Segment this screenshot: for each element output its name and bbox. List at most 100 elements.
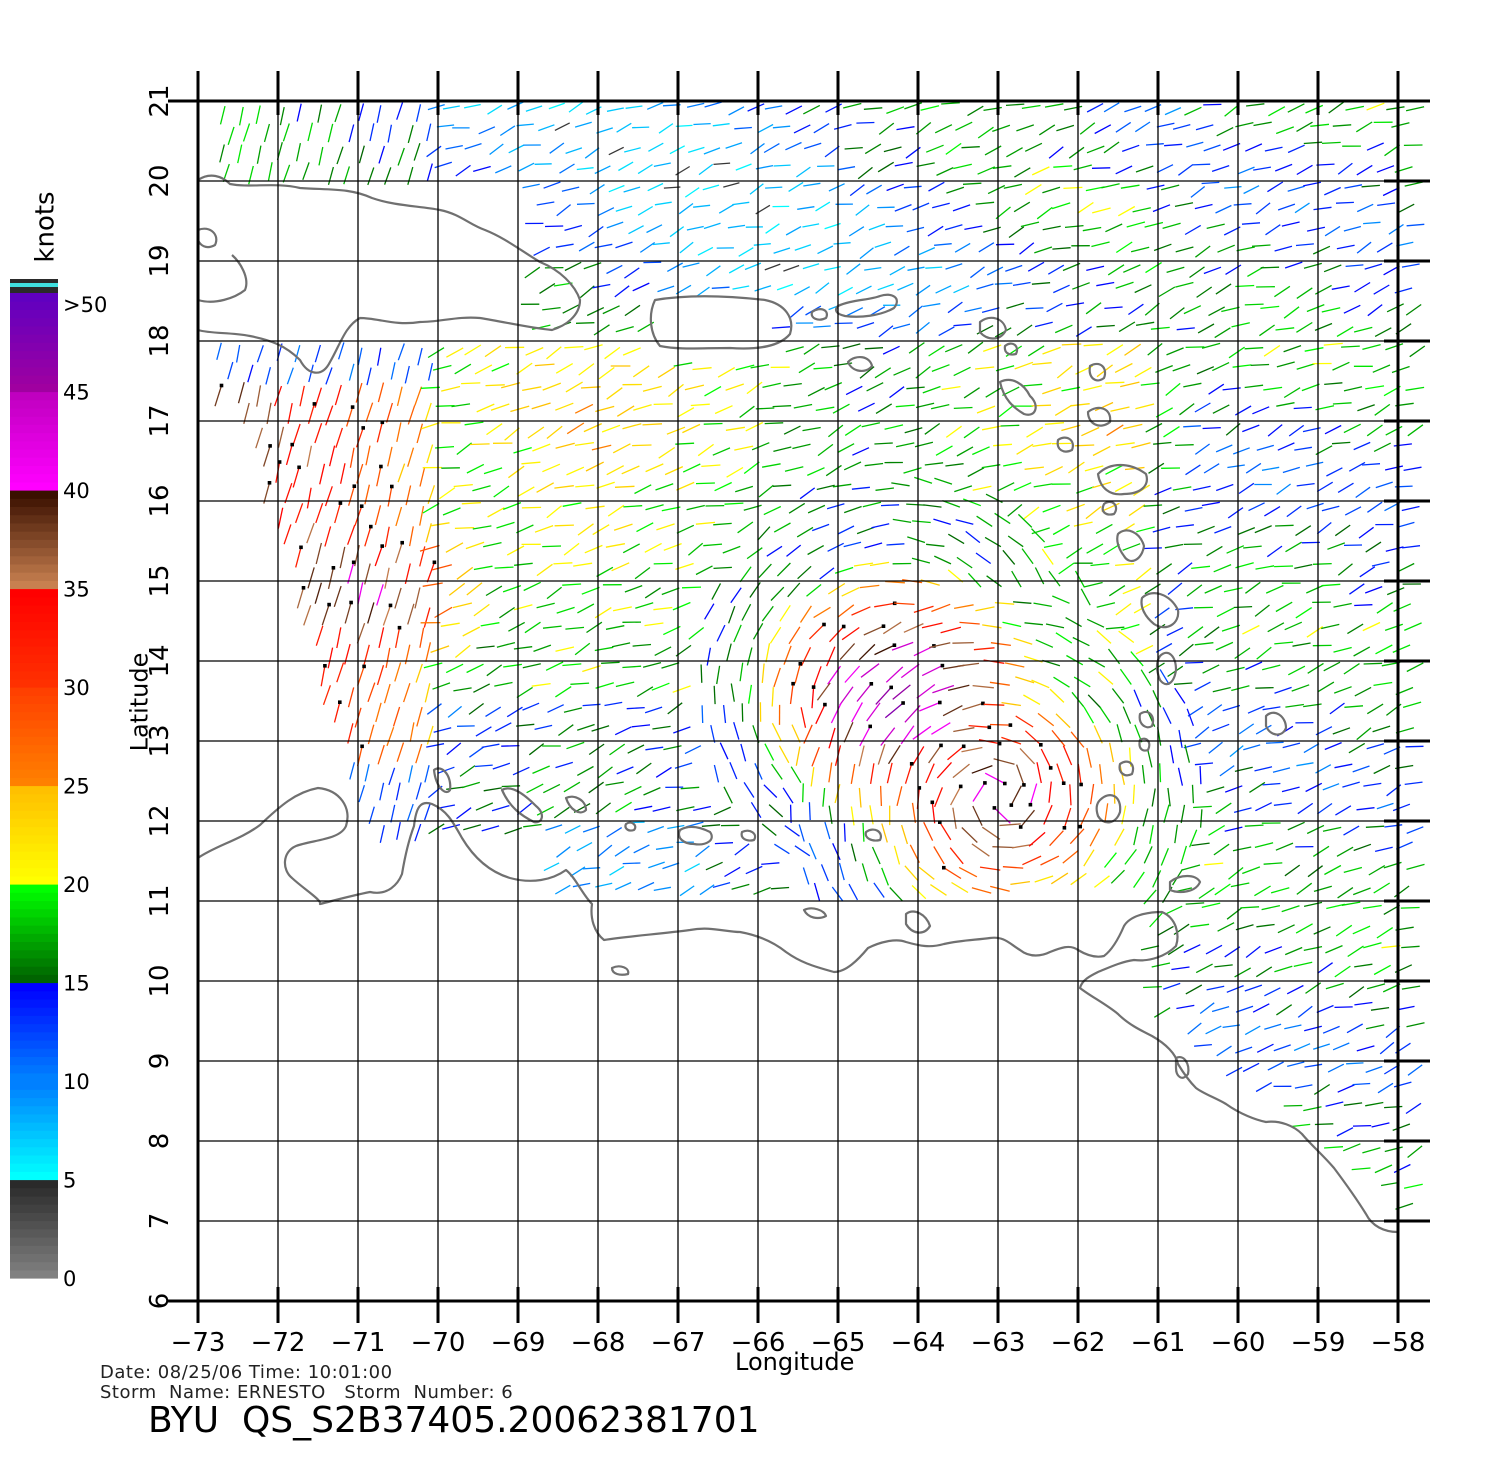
wind-vector bbox=[462, 626, 481, 637]
wind-vector bbox=[893, 245, 910, 256]
wind-vector bbox=[1250, 363, 1270, 367]
wind-vector bbox=[1342, 781, 1360, 788]
wind-vector bbox=[1014, 167, 1031, 178]
colorbar-band-swatch bbox=[10, 810, 58, 819]
wind-vector bbox=[1140, 382, 1160, 386]
wind-vector bbox=[964, 307, 982, 313]
wind-vector bbox=[634, 805, 653, 811]
rain-flag-marker bbox=[958, 784, 963, 789]
wind-vector bbox=[507, 101, 524, 110]
rain-flag-marker bbox=[312, 402, 317, 406]
wind-vector bbox=[419, 544, 440, 552]
wind-vector bbox=[1337, 162, 1353, 175]
colorbar-band-swatch bbox=[10, 703, 58, 713]
wind-vector bbox=[953, 323, 972, 327]
wind-vector bbox=[971, 887, 992, 894]
wind-vector bbox=[265, 367, 272, 385]
wind-vector bbox=[802, 223, 820, 228]
wind-vector bbox=[376, 347, 382, 366]
colorbar-band-swatch bbox=[10, 1146, 58, 1156]
wind-vector bbox=[1171, 966, 1190, 971]
wind-vector bbox=[1147, 749, 1153, 768]
wind-vector bbox=[1064, 224, 1084, 229]
wind-vector bbox=[987, 184, 1006, 195]
wind-vector bbox=[576, 202, 595, 205]
wind-vector bbox=[1323, 661, 1341, 672]
wind-vector bbox=[1135, 567, 1152, 581]
wind-vector bbox=[1042, 225, 1061, 231]
wind-vector bbox=[374, 505, 382, 526]
wind-vector bbox=[918, 866, 935, 880]
wind-vector bbox=[1201, 342, 1221, 349]
colorbar-label: 10 bbox=[63, 1070, 90, 1094]
colorbar-label: 0 bbox=[63, 1267, 76, 1291]
wind-vector bbox=[746, 547, 763, 560]
wind-vector bbox=[314, 582, 323, 604]
wind-vector bbox=[1355, 121, 1373, 133]
wind-vector bbox=[821, 345, 840, 349]
wind-vector bbox=[725, 383, 745, 391]
wind-vector bbox=[743, 782, 755, 798]
wind-vector bbox=[464, 142, 482, 150]
wind-vector bbox=[536, 563, 553, 577]
wind-vector bbox=[1337, 563, 1353, 576]
wind-vector bbox=[473, 565, 493, 571]
wind-vector bbox=[711, 583, 722, 600]
wind-vector bbox=[1143, 504, 1163, 507]
wind-vector bbox=[1366, 424, 1383, 437]
colorbar-band-swatch bbox=[10, 801, 58, 811]
wind-vector bbox=[1404, 622, 1422, 631]
wind-vector bbox=[1114, 362, 1133, 373]
lon-tick-label: −58 bbox=[1371, 1328, 1426, 1358]
wind-vector bbox=[394, 627, 401, 649]
wind-vector bbox=[1196, 366, 1215, 375]
wind-vector bbox=[542, 545, 562, 548]
wind-vector bbox=[358, 785, 366, 803]
wind-vector bbox=[1306, 584, 1324, 594]
wind-vector bbox=[676, 806, 695, 812]
wind-vector bbox=[971, 764, 993, 774]
wind-vector bbox=[446, 742, 462, 756]
wind-vector bbox=[1352, 887, 1371, 896]
wind-vector bbox=[850, 763, 856, 785]
wind-vector bbox=[1224, 185, 1242, 189]
wind-vector bbox=[464, 344, 482, 356]
wind-vector bbox=[837, 525, 855, 535]
wind-vector bbox=[656, 523, 675, 531]
wind-vector bbox=[397, 343, 405, 361]
rain-flag-marker bbox=[338, 700, 342, 704]
wind-vector bbox=[824, 382, 843, 391]
wind-vector bbox=[1144, 221, 1164, 228]
lat-lon-grid bbox=[168, 71, 1430, 1303]
wind-vector bbox=[632, 126, 650, 129]
wind-vector bbox=[1086, 618, 1105, 628]
wind-vector bbox=[1110, 406, 1130, 412]
wind-vector bbox=[686, 504, 705, 511]
wind-vector bbox=[753, 886, 771, 895]
wind-vector bbox=[1267, 1061, 1284, 1071]
wind-vector bbox=[906, 386, 925, 390]
rain-flag-marker bbox=[267, 481, 272, 485]
wind-vector bbox=[1167, 944, 1184, 956]
colorbar-band-swatch bbox=[10, 670, 58, 680]
wind-vector bbox=[1191, 842, 1210, 847]
wind-vector bbox=[701, 464, 721, 468]
wind-vector bbox=[1316, 163, 1335, 166]
wind-vector bbox=[1370, 1006, 1390, 1011]
wind-vector bbox=[1214, 525, 1232, 534]
wind-vector bbox=[544, 225, 564, 228]
wind-vector bbox=[542, 625, 562, 629]
wind-vector bbox=[880, 727, 896, 746]
wind-vector bbox=[376, 584, 384, 606]
wind-vector bbox=[513, 646, 533, 650]
wind-vector bbox=[1031, 679, 1050, 689]
wind-vector bbox=[776, 562, 791, 577]
wind-vector bbox=[1255, 202, 1271, 215]
wind-vector bbox=[1235, 924, 1254, 931]
wind-vector bbox=[726, 643, 732, 662]
wind-vector bbox=[647, 182, 664, 192]
wind-vector bbox=[344, 602, 352, 624]
wind-vector bbox=[493, 485, 510, 498]
wind-vector bbox=[406, 803, 414, 822]
wind-vector bbox=[686, 225, 704, 231]
